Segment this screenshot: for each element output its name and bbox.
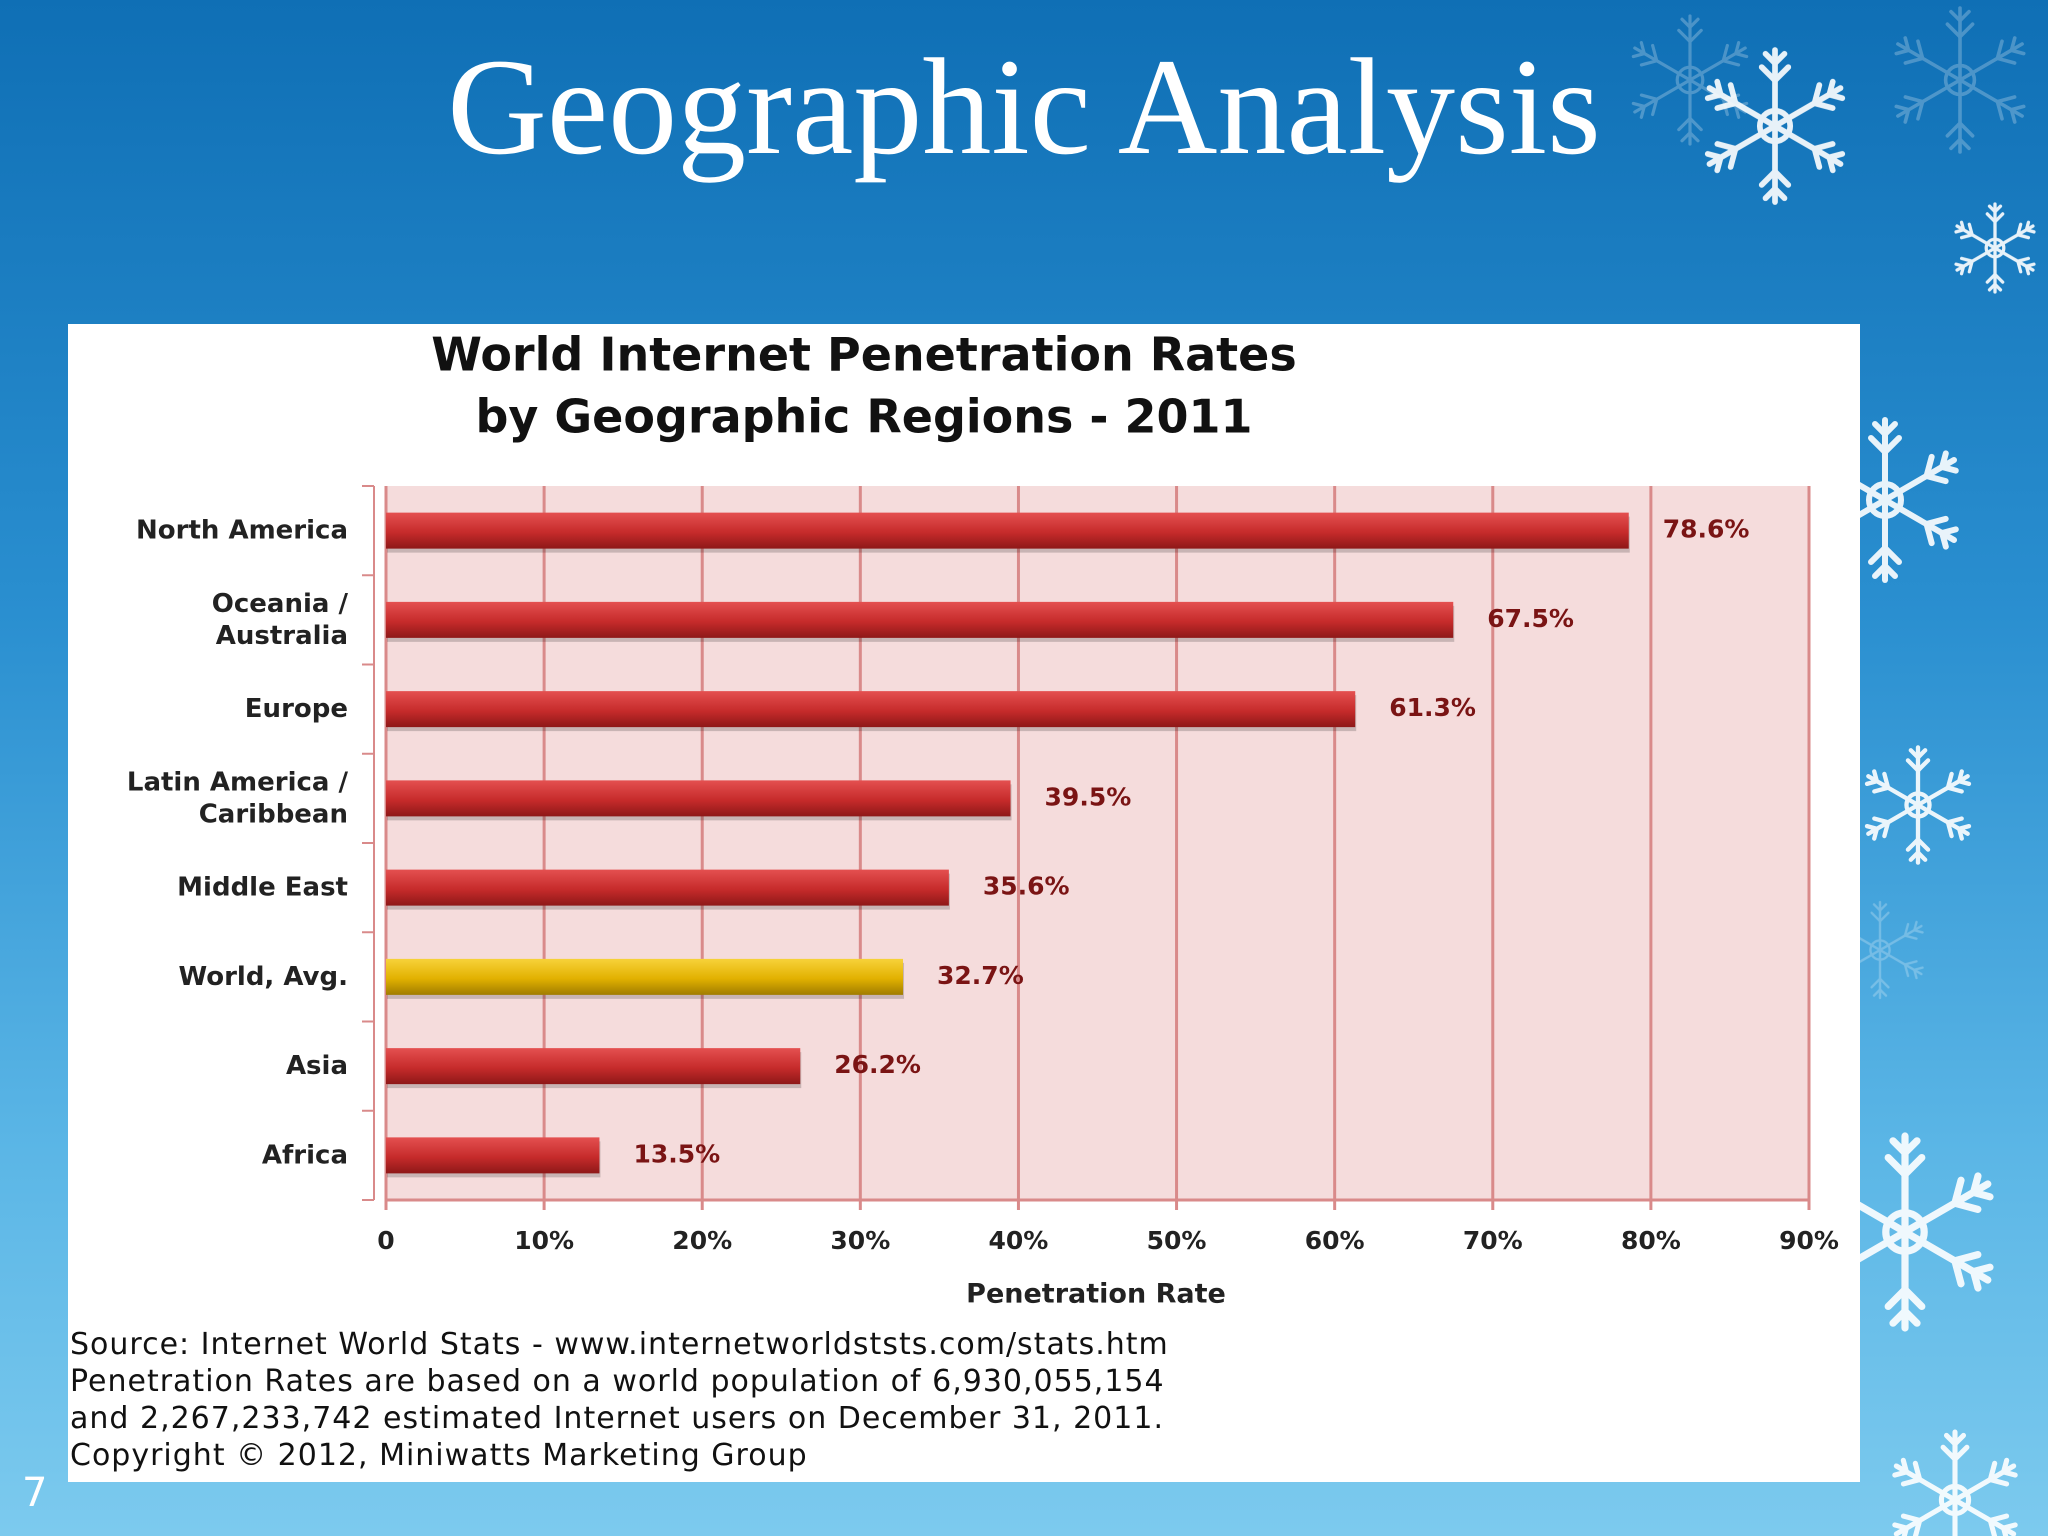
category-label: Oceania / Australia — [212, 588, 349, 650]
x-tick-label: 60% — [1305, 1226, 1365, 1255]
category-label: Asia — [286, 1051, 348, 1081]
category-label-line: World, Avg. — [178, 961, 348, 991]
bar — [386, 780, 1011, 817]
population-note: Penetration Rates are based on a world p… — [70, 1364, 1165, 1399]
data-label: 13.5% — [633, 1139, 720, 1168]
x-tick-label: 40% — [989, 1226, 1049, 1255]
category-label-line: Caribbean — [199, 799, 348, 829]
chart-subtitle: by Geographic Regions - 2011 — [475, 390, 1252, 444]
category-label-line: Oceania / — [212, 588, 349, 618]
category-label: Europe — [245, 694, 348, 724]
x-tick-label: 80% — [1621, 1226, 1681, 1255]
x-tick-label: 50% — [1147, 1226, 1207, 1255]
data-label: 32.7% — [937, 961, 1024, 990]
copyright-note: Copyright © 2012, Miniwatts Marketing Gr… — [70, 1438, 808, 1473]
data-label: 26.2% — [834, 1050, 921, 1079]
x-tick-label: 20% — [672, 1226, 732, 1255]
bar — [386, 869, 949, 906]
data-label: 67.5% — [1487, 604, 1574, 633]
source-line: Source: Internet World Stats - www.inter… — [70, 1327, 1169, 1362]
category-label-line: North America — [136, 515, 348, 545]
bar — [386, 601, 1454, 638]
category-label: North America — [136, 515, 348, 545]
snowflake-icon — [1893, 1432, 2017, 1536]
x-tick-label: 90% — [1779, 1226, 1839, 1255]
data-label: 39.5% — [1045, 782, 1132, 811]
category-label: Middle East — [177, 872, 348, 902]
category-label-line: Australia — [216, 620, 348, 650]
chart-panel: World Internet Penetration Rates by Geog… — [68, 324, 1860, 1482]
x-tick-label: 10% — [514, 1226, 574, 1255]
bar-highlight — [386, 958, 904, 995]
bar — [386, 1137, 600, 1174]
data-label: 35.6% — [983, 872, 1070, 901]
slide-title: Geographic Analysis — [447, 30, 1601, 183]
data-label: 61.3% — [1389, 693, 1476, 722]
bar-chart: World Internet Penetration Rates by Geog… — [127, 328, 1839, 1310]
x-tick-label: 30% — [830, 1226, 890, 1255]
chart-title: World Internet Penetration Rates — [431, 328, 1297, 382]
bar — [386, 1048, 801, 1085]
category-label-line: Europe — [245, 694, 348, 724]
x-axis-label: Penetration Rate — [966, 1279, 1226, 1310]
page-number: 7 — [22, 1470, 48, 1516]
x-tick-label: 0 — [377, 1226, 394, 1255]
snowflake-icon — [1866, 747, 1971, 862]
bar — [386, 691, 1356, 728]
category-label-line: Africa — [262, 1140, 348, 1170]
users-note: and 2,267,233,742 estimated Internet use… — [70, 1401, 1164, 1436]
category-label: Africa — [262, 1140, 348, 1170]
category-label: World, Avg. — [178, 961, 348, 991]
category-label: Latin America / Caribbean — [127, 767, 349, 829]
data-label: 78.6% — [1663, 515, 1750, 544]
category-label-line: Asia — [286, 1051, 348, 1081]
bar — [386, 512, 1629, 549]
category-label-line: Middle East — [177, 872, 348, 902]
source-notes: Source: Internet World Stats - www.inter… — [70, 1326, 1770, 1474]
category-label-line: Latin America / — [127, 767, 349, 797]
snowflake-icon — [1955, 204, 2035, 292]
plot-area — [386, 486, 1809, 1200]
x-tick-label: 70% — [1463, 1226, 1523, 1255]
